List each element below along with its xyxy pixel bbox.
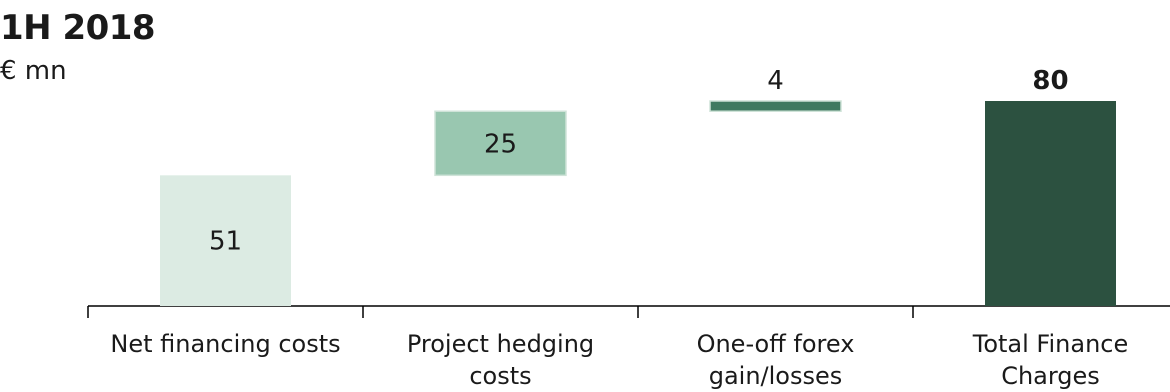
bar-one-off-forex-gain-losses — [709, 100, 842, 112]
data-label: 51 — [209, 227, 242, 257]
data-label: 25 — [484, 129, 517, 159]
bar-project-hedging-costs — [434, 110, 567, 177]
category-label: gain/losses — [709, 362, 843, 390]
chart-unit: € mn — [0, 56, 67, 86]
bar-net-financing-costs — [160, 175, 291, 306]
data-label: 80 — [1032, 66, 1068, 96]
bar-total-finance-charges — [985, 101, 1116, 306]
category-label: Project hedging — [407, 330, 594, 358]
category-label: costs — [469, 362, 531, 390]
category-label: One-off forex — [697, 330, 855, 358]
category-label: Net financing costs — [110, 330, 340, 358]
chart-title: 1H 2018 — [0, 8, 156, 48]
data-label: 4 — [767, 66, 784, 96]
category-label: Total Finance — [972, 330, 1129, 358]
category-label: Charges — [1001, 362, 1100, 390]
